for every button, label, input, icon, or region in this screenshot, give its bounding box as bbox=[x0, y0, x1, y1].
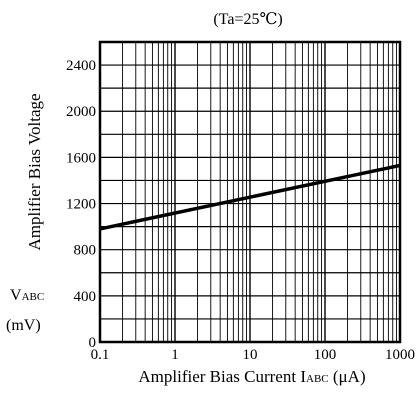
x-axis-symbol-sub: ABC bbox=[306, 373, 329, 385]
x-axis-symbol-main: I bbox=[300, 367, 306, 386]
x-tick-label: 10 bbox=[243, 347, 258, 363]
chart-title: (Ta=25℃) bbox=[213, 11, 282, 28]
grid-layer bbox=[99, 41, 400, 343]
y-axis-unit: (mV) bbox=[6, 317, 41, 334]
y-tick-label: 400 bbox=[74, 289, 97, 305]
y-tick-label: 2000 bbox=[66, 104, 96, 120]
y-axis-symbol-main: V bbox=[10, 287, 22, 304]
plot-frame bbox=[98, 40, 402, 344]
x-tick-labels: 0.1 1 10 100 1000 bbox=[91, 347, 415, 363]
y-tick-label: 1600 bbox=[66, 150, 96, 166]
x-axis-unit: (μA) bbox=[333, 367, 366, 386]
x-tick-label: 1 bbox=[171, 347, 179, 363]
y-axis-label: Amplifier Bias Voltage bbox=[25, 93, 44, 250]
y-tick-labels: 0 400 800 1200 1600 2000 2400 bbox=[66, 58, 96, 351]
x-tick-label: 1000 bbox=[385, 347, 415, 363]
x-tick-label: 0.1 bbox=[91, 347, 110, 363]
x-axis-label: Amplifier Bias Current IABC (μA) bbox=[138, 367, 365, 386]
y-axis-symbol-sub: ABC bbox=[22, 291, 45, 303]
x-tick-label: 100 bbox=[314, 347, 337, 363]
y-tick-label: 800 bbox=[74, 243, 97, 259]
x-axis-label-text: Amplifier Bias Current bbox=[138, 367, 296, 386]
series-layer bbox=[99, 163, 401, 231]
y-tick-label: 1200 bbox=[66, 197, 96, 213]
series-line bbox=[99, 163, 401, 231]
y-tick-label: 2400 bbox=[66, 58, 96, 74]
y-tick-label: 0 bbox=[89, 335, 97, 351]
y-axis-symbol: VABC bbox=[10, 287, 44, 304]
